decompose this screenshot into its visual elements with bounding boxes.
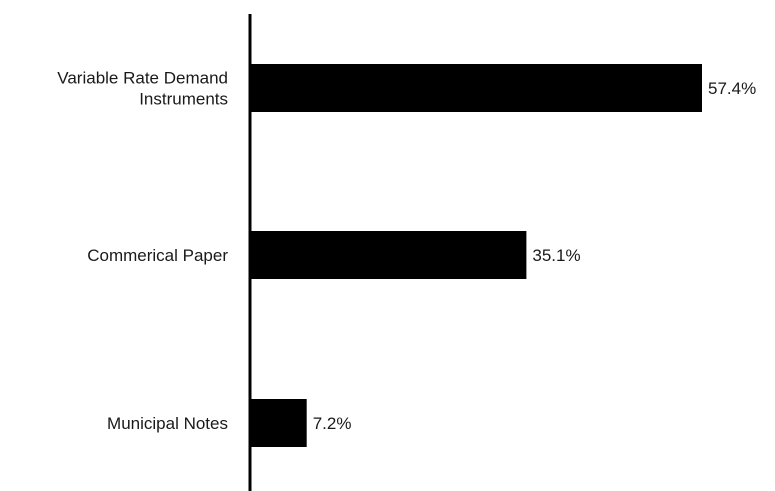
bar-2 <box>250 399 307 447</box>
category-label-2: Municipal Notes <box>107 414 228 433</box>
labels-layer: 57.4% Variable Rate Demand Instruments 35.1… <box>57 69 756 434</box>
data-label-1: 35.1% <box>532 246 580 265</box>
category-label-0-line-0: Variable Rate Demand <box>57 69 228 88</box>
data-label-0: 57.4% <box>708 79 756 98</box>
bar-1 <box>250 231 527 279</box>
data-label-2: 7.2% <box>313 414 352 433</box>
category-label-0-line-1: Instruments <box>139 90 228 109</box>
bar-0 <box>250 64 702 112</box>
category-label-1: Commerical Paper <box>87 246 228 265</box>
bars-layer <box>250 64 702 447</box>
